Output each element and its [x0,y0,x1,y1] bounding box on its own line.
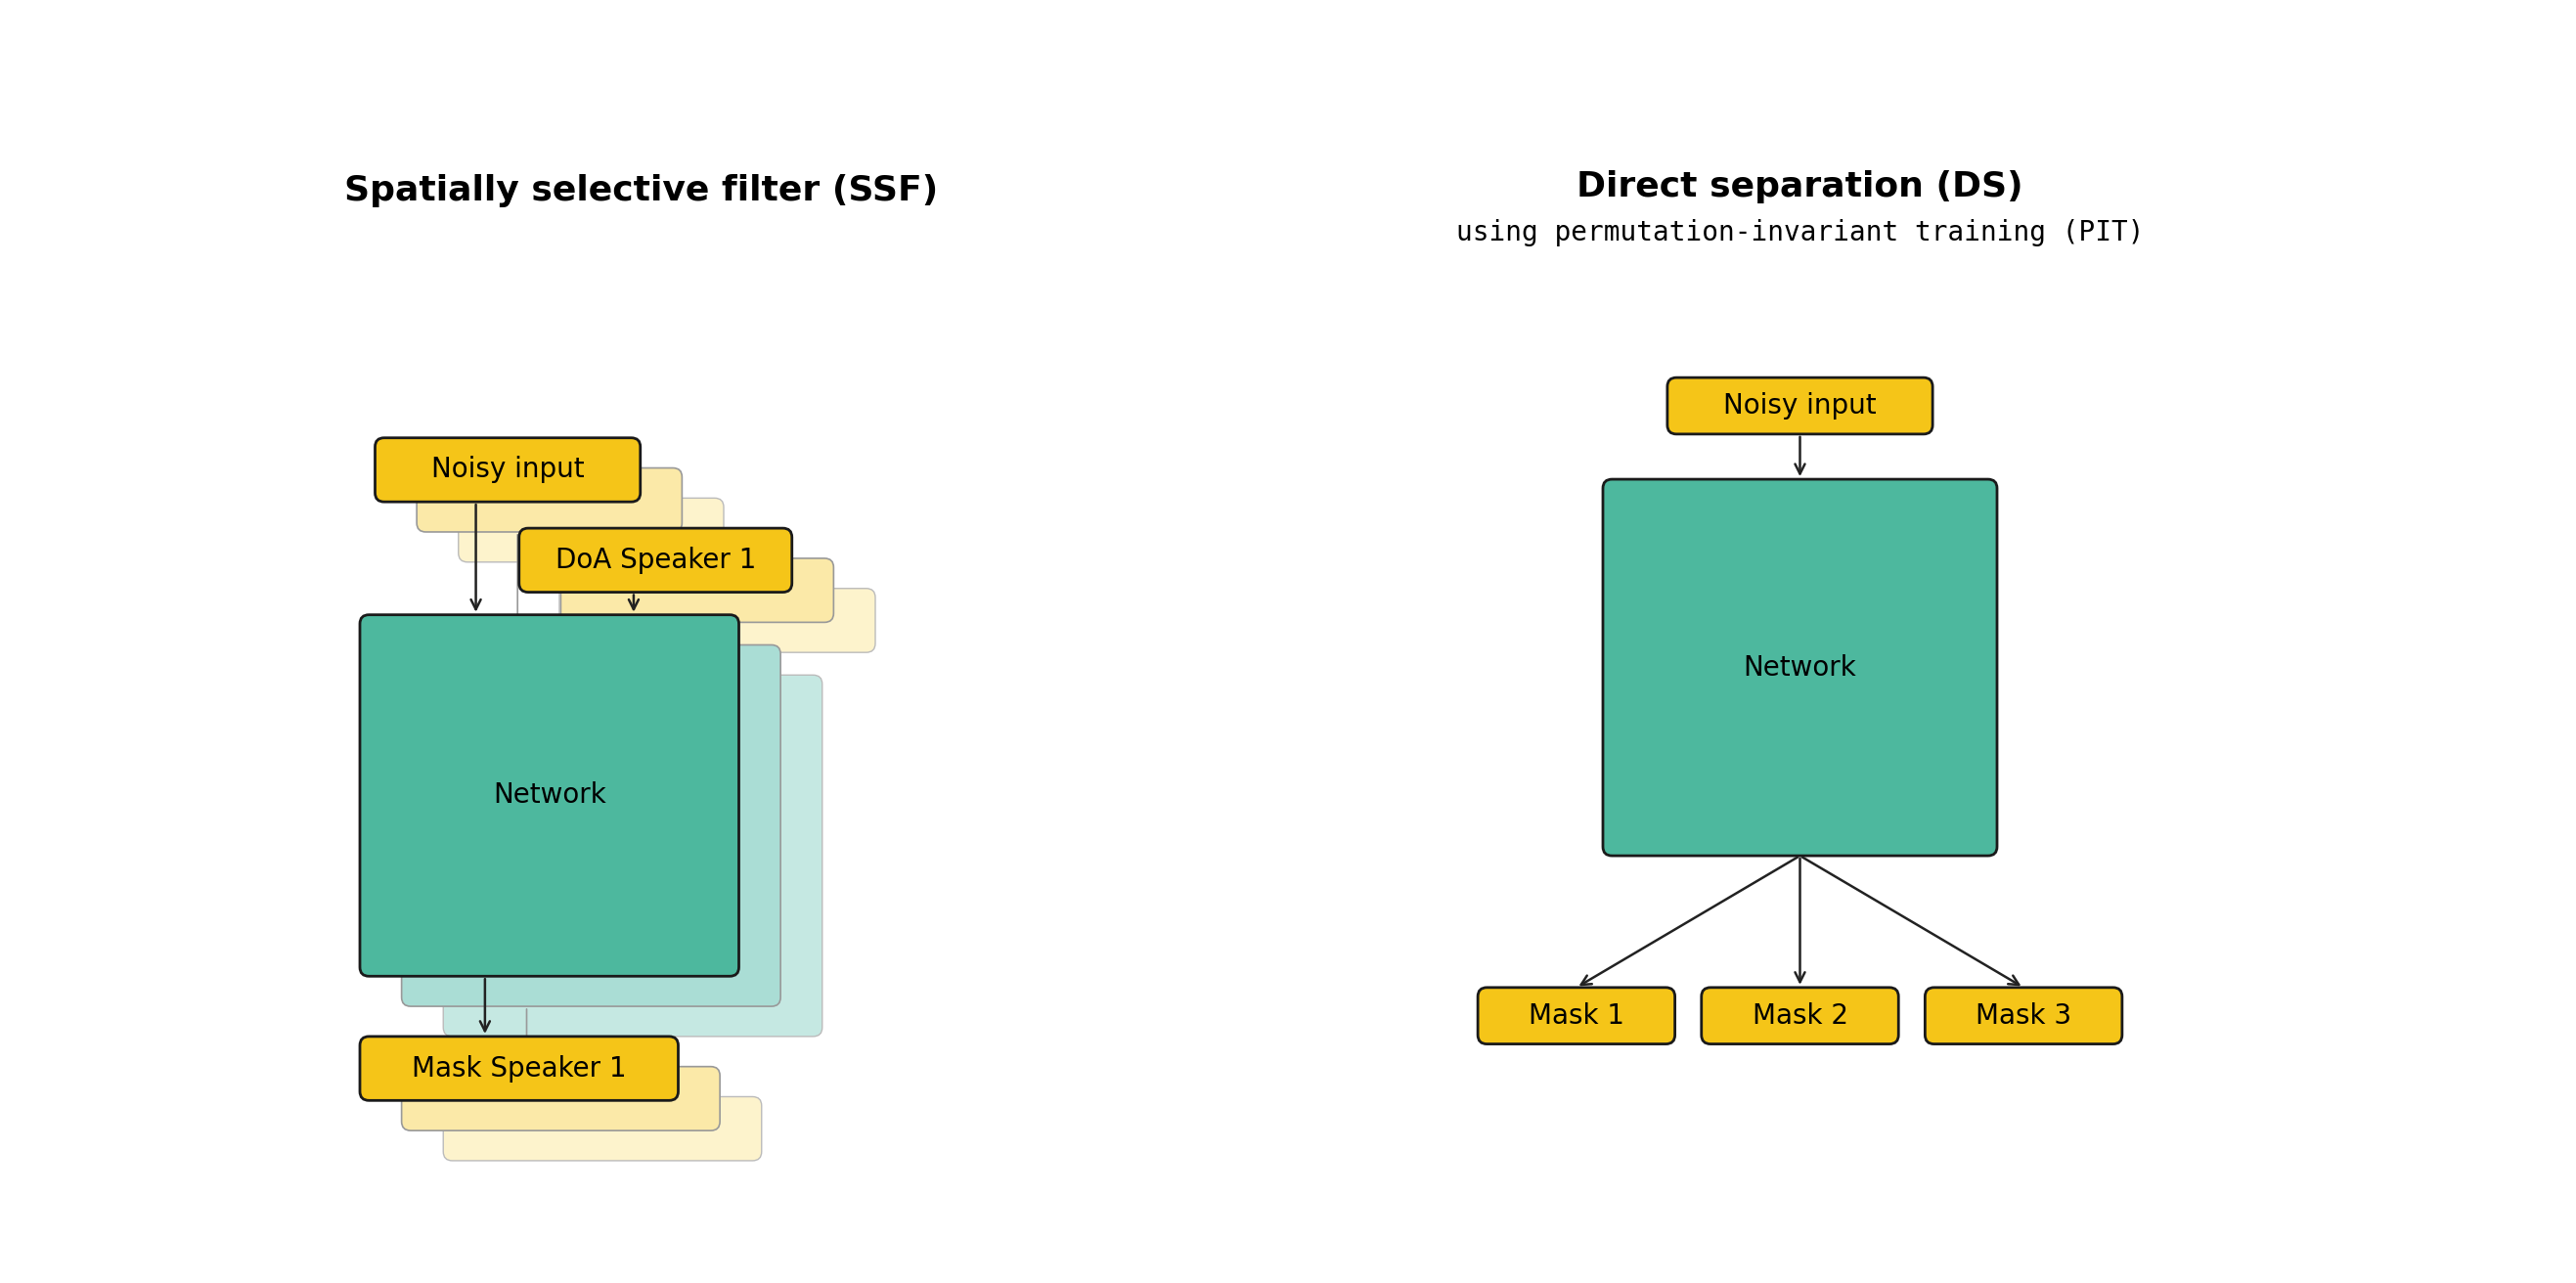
Text: Network: Network [1744,654,1857,681]
FancyBboxPatch shape [361,615,739,976]
Text: Noisy input: Noisy input [1723,393,1875,420]
Text: Mask 2: Mask 2 [1752,1002,1847,1029]
FancyBboxPatch shape [361,1037,677,1101]
FancyBboxPatch shape [1700,988,1899,1044]
FancyBboxPatch shape [376,438,641,502]
FancyBboxPatch shape [1924,988,2123,1044]
FancyBboxPatch shape [1479,988,1674,1044]
FancyBboxPatch shape [562,558,835,622]
Text: Direct separation (DS): Direct separation (DS) [1577,171,2022,204]
FancyBboxPatch shape [402,1066,719,1130]
FancyBboxPatch shape [443,675,822,1037]
Text: Network: Network [492,781,605,810]
FancyBboxPatch shape [1602,480,1996,856]
Text: Mask 1: Mask 1 [1528,1002,1625,1029]
FancyBboxPatch shape [402,645,781,1006]
Text: DoA Speaker 1: DoA Speaker 1 [554,547,755,574]
Text: using permutation-invariant training (PIT): using permutation-invariant training (PI… [1455,219,2143,246]
FancyBboxPatch shape [459,498,724,562]
FancyBboxPatch shape [443,1097,762,1161]
FancyBboxPatch shape [1667,377,1932,434]
FancyBboxPatch shape [603,589,876,653]
Text: Spatially selective filter (SSF): Spatially selective filter (SSF) [345,174,938,208]
Text: Mask Speaker 1: Mask Speaker 1 [412,1055,626,1082]
Text: Mask 3: Mask 3 [1976,1002,2071,1029]
FancyBboxPatch shape [417,468,683,532]
Text: Noisy input: Noisy input [430,457,585,484]
FancyBboxPatch shape [518,529,791,593]
